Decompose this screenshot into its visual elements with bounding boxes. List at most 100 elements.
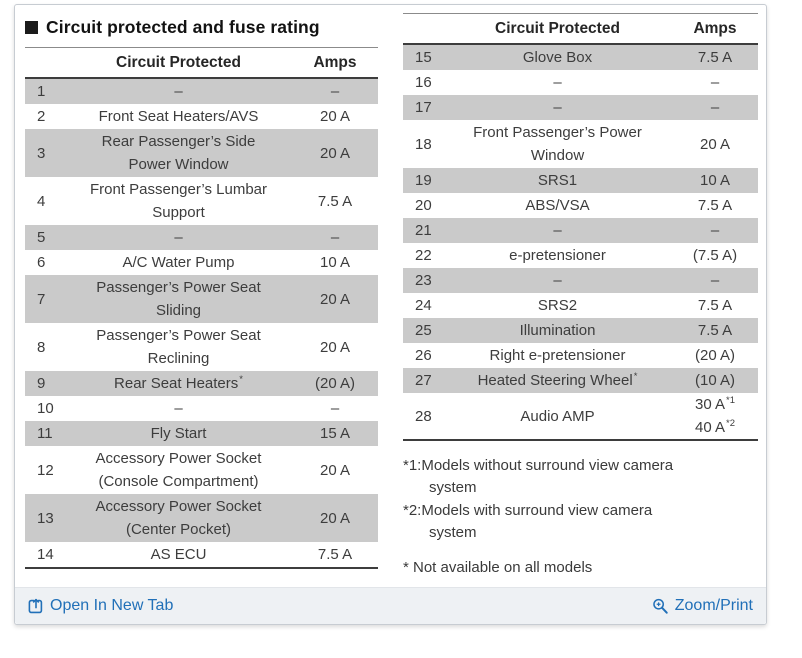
fuse-table-left: Circuit Protected Amps 1 – – 2 Front Seat He… bbox=[25, 47, 378, 569]
header-amps: Amps bbox=[313, 53, 357, 71]
circuit-name: – bbox=[174, 83, 183, 100]
row-number: 18 bbox=[415, 135, 432, 153]
row-number: 7 bbox=[37, 290, 46, 308]
row-number: 14 bbox=[37, 546, 54, 563]
amps-value: (10 A) bbox=[694, 372, 736, 389]
table-row: 7 Passenger’s Power Seat Sliding 20 A bbox=[25, 275, 378, 323]
fuse-rating-panel: Circuit protected and fuse rating Circui… bbox=[14, 4, 767, 625]
row-number: 6 bbox=[37, 254, 46, 271]
circuit-name: A/C Water Pump bbox=[122, 254, 235, 271]
row-number: 23 bbox=[415, 272, 432, 289]
circuit-name: – bbox=[553, 272, 562, 289]
circuit-name: – bbox=[553, 74, 562, 91]
amps-value: (7.5 A) bbox=[692, 247, 738, 264]
amps-value: – bbox=[330, 400, 340, 417]
table-row: 28 Audio AMP 30 A*1 40 A*2 bbox=[403, 393, 758, 439]
circuit-name: – bbox=[174, 229, 183, 246]
circuit-name: Front Seat Heaters/AVS bbox=[98, 108, 259, 125]
table-header: Circuit Protected Amps bbox=[403, 14, 758, 45]
zoom-plus-icon bbox=[652, 598, 669, 615]
table-header: Circuit Protected Amps bbox=[25, 48, 378, 79]
zoom-print-label: Zoom/Print bbox=[674, 597, 753, 614]
circuit-name: ABS/VSA bbox=[525, 197, 590, 214]
row-number: 21 bbox=[415, 222, 432, 239]
table-row: 3 Rear Passenger’s Side Power Window 20 A bbox=[25, 129, 378, 177]
open-in-new-tab-label: Open In New Tab bbox=[50, 597, 174, 614]
circuit-name: Accessory Power Socket (Center Pocket) bbox=[95, 498, 262, 538]
table-row: 6 A/C Water Pump 10 A bbox=[25, 250, 378, 275]
amps-value: 7.5 A bbox=[697, 322, 733, 339]
table-row: 26 Right e-pretensioner (20 A) bbox=[403, 343, 758, 368]
row-number: 3 bbox=[37, 144, 46, 162]
table-row: 8 Passenger’s Power Seat Reclining 20 A bbox=[25, 323, 378, 371]
row-number: 26 bbox=[415, 347, 432, 364]
amps-value: 7.5 A bbox=[697, 197, 733, 214]
amps-value: 7.5 A bbox=[697, 49, 733, 66]
row-number: 27 bbox=[415, 372, 432, 389]
row-number: 19 bbox=[415, 172, 432, 189]
table-row: 1 – – bbox=[25, 79, 378, 104]
footnote: *1:Models without surround view camera s… bbox=[403, 457, 674, 496]
table-row: 27 Heated Steering Wheel* (10 A) bbox=[403, 368, 758, 393]
row-number: 5 bbox=[37, 229, 46, 246]
circuit-name: AS ECU bbox=[150, 546, 207, 563]
amps-value: – bbox=[710, 74, 720, 91]
circuit-name: e-pretensioner bbox=[509, 247, 606, 264]
amps-value: (20 A) bbox=[694, 347, 736, 364]
amps-value: 7.5 A bbox=[317, 546, 353, 563]
circuit-name: Accessory Power Socket (Console Compartm… bbox=[95, 450, 262, 490]
row-number: 20 bbox=[415, 197, 432, 214]
row-number: 25 bbox=[415, 322, 432, 339]
amps-value: 20 A bbox=[699, 135, 731, 153]
row-number: 10 bbox=[37, 400, 54, 417]
row-number: 28 bbox=[415, 407, 432, 425]
amps-value: – bbox=[710, 99, 720, 116]
table-row: 25 Illumination 7.5 A bbox=[403, 318, 758, 343]
table-row: 2 Front Seat Heaters/AVS 20 A bbox=[25, 104, 378, 129]
row-number: 1 bbox=[37, 83, 46, 100]
row-number: 16 bbox=[415, 74, 432, 91]
table-row: 4 Front Passenger’s Lumbar Support 7.5 A bbox=[25, 177, 378, 225]
header-circuit: Circuit Protected bbox=[116, 53, 241, 71]
table-row: 17 – – bbox=[403, 95, 758, 120]
amps-value: – bbox=[710, 222, 720, 239]
header-amps: Amps bbox=[693, 19, 737, 37]
section-bullet-icon bbox=[25, 20, 38, 34]
circuit-name: Illumination bbox=[519, 322, 596, 339]
circuit-name: Rear Seat Heaters* bbox=[114, 374, 243, 392]
circuit-name: – bbox=[553, 99, 562, 116]
row-number: 15 bbox=[415, 49, 432, 66]
table-row: 11 Fly Start 15 A bbox=[25, 421, 378, 446]
row-number: 17 bbox=[415, 99, 432, 116]
table-row: 16 – – bbox=[403, 70, 758, 95]
circuit-name: Right e-pretensioner bbox=[489, 347, 626, 364]
amps-value: 20 A bbox=[319, 108, 351, 125]
table-row: 15 Glove Box 7.5 A bbox=[403, 45, 758, 70]
circuit-name: Fly Start bbox=[150, 425, 207, 442]
row-number: 2 bbox=[37, 108, 46, 125]
row-number: 13 bbox=[37, 509, 54, 527]
circuit-name: SRS2 bbox=[537, 297, 578, 314]
row-number: 12 bbox=[37, 461, 54, 479]
open-in-new-tab-icon bbox=[28, 598, 44, 614]
amps-value: 20 A bbox=[319, 461, 351, 479]
amps-value: 7.5 A bbox=[317, 192, 353, 210]
circuit-name: Front Passenger’s Lumbar Support bbox=[89, 181, 268, 221]
table-row: 10 – – bbox=[25, 396, 378, 421]
row-number: 4 bbox=[37, 192, 46, 210]
amps-value: 20 A bbox=[319, 144, 351, 162]
circuit-name: Rear Passenger’s Side Power Window bbox=[101, 133, 256, 173]
zoom-print-link[interactable]: Zoom/Print bbox=[652, 597, 753, 615]
table-row: 19 SRS1 10 A bbox=[403, 168, 758, 193]
table-row: 21 – – bbox=[403, 218, 758, 243]
footnote: *2:Models with surround view camera syst… bbox=[403, 502, 653, 541]
circuit-name: – bbox=[553, 222, 562, 239]
amps-value: 10 A bbox=[319, 254, 351, 271]
amps-value: 30 A*1 40 A*2 bbox=[694, 395, 735, 436]
circuit-name: Front Passenger’s Power Window bbox=[473, 124, 642, 164]
header-circuit: Circuit Protected bbox=[495, 19, 620, 37]
table-row: 24 SRS2 7.5 A bbox=[403, 293, 758, 318]
open-in-new-tab-link[interactable]: Open In New Tab bbox=[28, 597, 173, 615]
